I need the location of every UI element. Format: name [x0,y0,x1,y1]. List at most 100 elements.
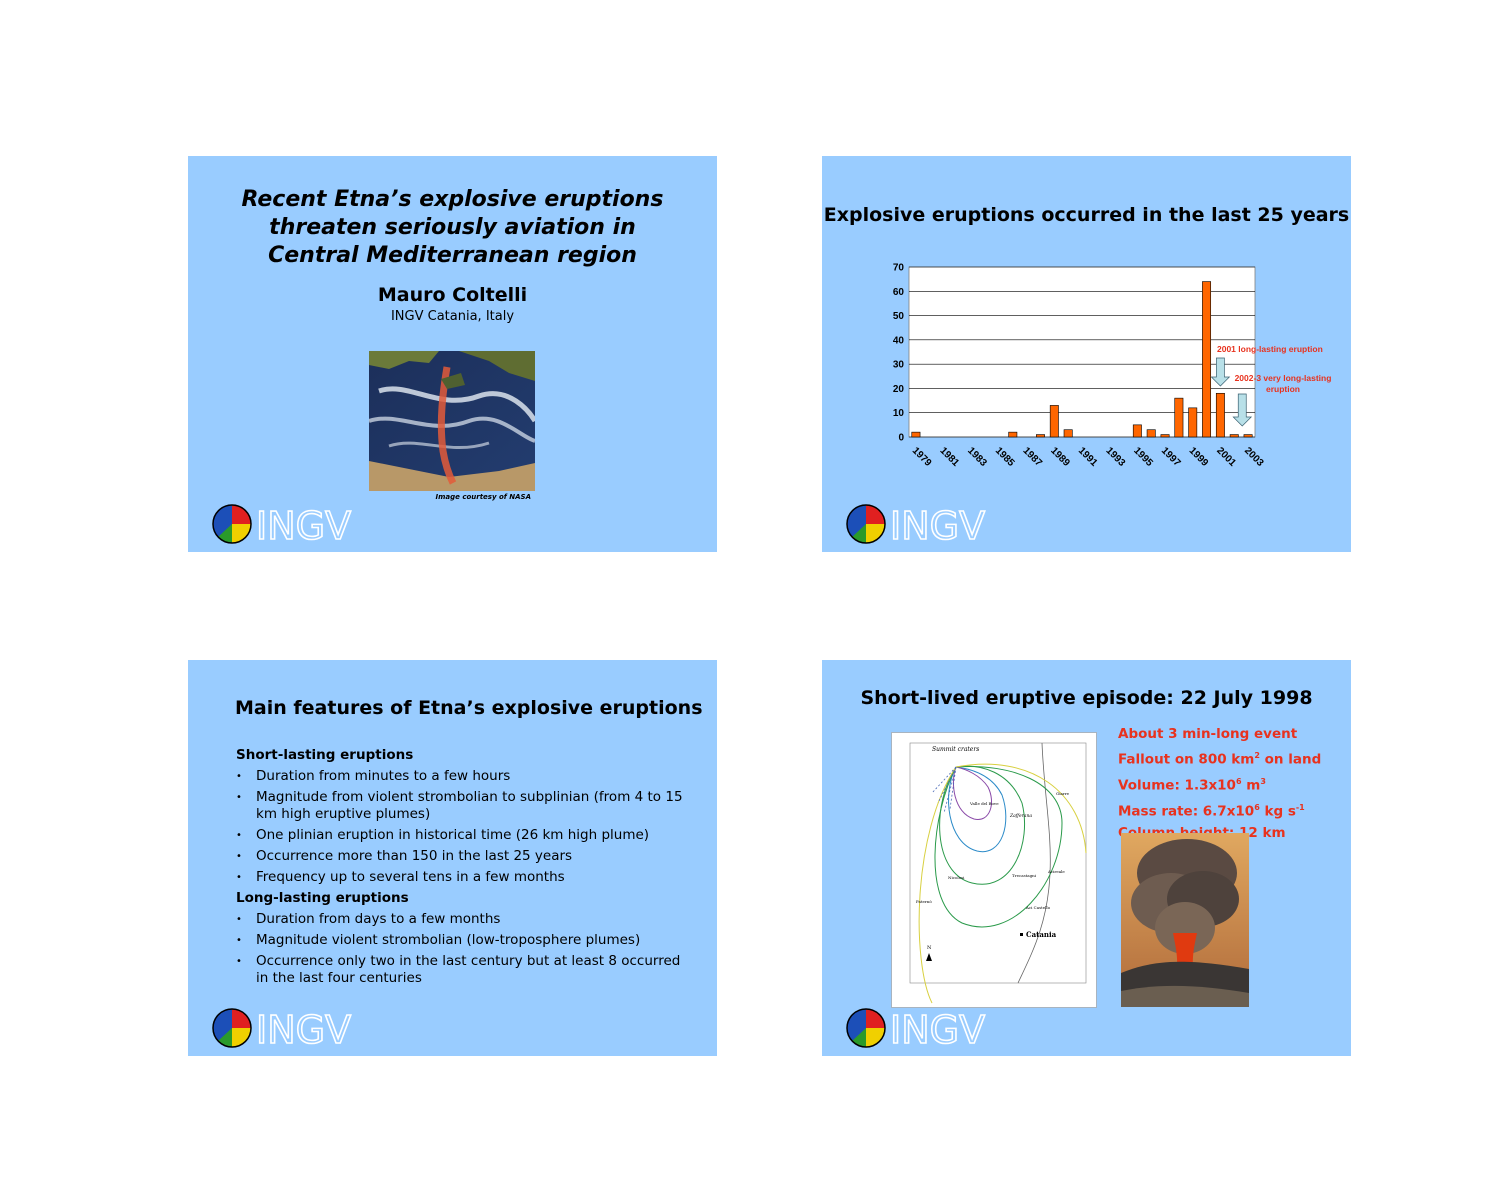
plot-area [908,266,1256,438]
svg-text:Valle del Bove: Valle del Bove [969,801,999,806]
x-tick-label: 1995 [1131,445,1155,469]
ingv-logo: INGV [844,1006,1004,1053]
title-line-1: Recent Etna’s explosive eruptions [241,187,664,212]
y-tick-label: 0 [898,433,904,444]
bar-2000 [1202,281,1212,438]
fact-volume-text: Volume: 1.3x10 [1118,777,1236,794]
fact-mass-text: Mass rate: 6.7x10 [1118,803,1255,820]
ingv-logo: INGV [844,502,1004,549]
x-tick-label: 1993 [1104,445,1128,469]
fact-volume-exp: 6 [1235,777,1242,787]
slide-title: Recent Etna’s explosive eruptions threat… [188,156,717,552]
list-item: Duration from days to a few months [236,911,686,928]
svg-text:INGV: INGV [890,1008,985,1050]
slide-chart: Explosive eruptions occurred in the last… [822,156,1351,552]
y-tick-label: 70 [893,263,905,274]
x-tick-label: 1989 [1048,445,1072,469]
svg-text:N: N [927,945,932,951]
title-line-3: Central Mediterranean region [268,243,637,268]
x-tick-label: 1983 [965,445,989,469]
fact-volume-unit: m [1241,777,1261,794]
svg-text:Paternò: Paternò [916,899,932,904]
list-item: Magnitude violent strombolian (low-tropo… [236,932,686,949]
y-tick-label: 20 [893,384,905,395]
x-tick-label: 2001 [1214,445,1238,469]
bar-1999 [1188,407,1198,438]
features-title: Main features of Etna’s explosive erupti… [235,697,703,719]
long-lasting-header: Long-lasting eruptions [236,890,409,906]
features-body: Short-lasting eruptions Duration from mi… [236,747,686,991]
svg-text:INGV: INGV [256,504,351,546]
x-tick-label: 1991 [1076,445,1100,469]
x-tick-label: 1979 [910,445,934,469]
svg-text:Aci Castello: Aci Castello [1025,905,1051,910]
fact-mass-exp: 6 [1254,802,1260,812]
ingv-logo: INGV [210,502,370,549]
bar-1989 [1049,405,1059,438]
svg-text:Acireale: Acireale [1047,869,1065,874]
ingv-logo: INGV [210,1006,370,1053]
x-tick-label: 2003 [1242,445,1266,469]
author-affiliation: INGV Catania, Italy [390,309,515,324]
svg-text:Giarre: Giarre [1056,791,1070,796]
short-lasting-header: Short-lasting eruptions [236,747,414,763]
bar-1996 [1146,429,1156,438]
short-lasting-list: Duration from minutes to a few hours Mag… [236,768,686,886]
y-tick-label: 50 [893,311,905,322]
svg-text:INGV: INGV [890,504,985,546]
y-tick-label: 40 [893,335,905,346]
arrow-2001 [1210,357,1231,387]
list-item: Magnitude from violent strombolian to su… [236,789,686,823]
bar-1988 [1036,434,1045,438]
x-tick-label: 1987 [1021,445,1045,469]
y-tick-label: 10 [893,408,905,419]
eruption-photo [1121,833,1249,1007]
x-tick-label: 1997 [1159,445,1183,469]
bar-2001 [1215,392,1225,438]
episode-title: Short-lived eruptive episode: 22 July 19… [860,687,1313,709]
chart-title: Explosive eruptions occurred in the last… [823,204,1350,226]
bar-1979 [911,431,921,438]
list-item: Occurrence only two in the last century … [236,953,686,987]
annotation-2002-3: 2002-3 very long-lasting [1235,373,1332,383]
bar-1986 [1008,431,1018,438]
bar-1990 [1063,429,1073,438]
image-credit: Image courtesy of NASA [435,493,532,501]
fact-fallout-sup: 2 [1254,751,1260,761]
fact-duration: About 3 min-long event [1118,726,1298,742]
bar-1997 [1160,434,1170,438]
x-tick-label: 1985 [993,445,1017,469]
fallout-map: Summit craters Valle del Bove Zafferana … [891,732,1097,1008]
bar-1998 [1174,397,1184,438]
title-line-2: threaten seriously aviation in [269,215,636,240]
svg-text:Catania: Catania [1026,930,1057,939]
svg-text:Summit craters: Summit craters [932,746,979,753]
fact-fallout-text: Fallout on 800 km [1118,751,1255,768]
slide-features: Main features of Etna’s explosive erupti… [188,660,717,1056]
bar-2003 [1243,434,1253,438]
svg-text:Nicolosi: Nicolosi [948,875,965,880]
fact-volume: Volume: 1.3x106 m3 [1118,771,1321,797]
slide-title-heading: Recent Etna’s explosive eruptions threat… [188,186,717,270]
long-lasting-list: Duration from days to a few months Magni… [236,911,686,987]
fact-mass-rate: Mass rate: 6.7x106 kg s-1 [1118,797,1321,823]
fact-mass-unit-exp: -1 [1295,802,1305,812]
list-item: Occurrence more than 150 in the last 25 … [236,848,686,865]
fact-fallout-suffix: on land [1259,751,1322,768]
svg-text:INGV: INGV [256,1008,351,1050]
satellite-image [369,351,535,491]
fact-volume-unit-exp: 3 [1260,777,1266,787]
arrow-2002 [1232,393,1253,427]
list-item: Duration from minutes to a few hours [236,768,686,785]
x-tick-label: 1981 [937,445,961,469]
bar-1995 [1132,424,1142,438]
episode-facts: About 3 min-long event Fallout on 800 km… [1118,724,1321,844]
fact-mass-unit: kg s [1259,803,1296,820]
svg-text:Trecastagni: Trecastagni [1012,873,1037,878]
svg-text:Zafferana: Zafferana [1009,813,1032,819]
y-tick-label: 30 [893,360,905,371]
list-item: Frequency up to several tens in a few mo… [236,869,686,886]
list-item: One plinian eruption in historical time … [236,827,686,844]
fact-fallout: Fallout on 800 km2 on land [1118,745,1321,771]
